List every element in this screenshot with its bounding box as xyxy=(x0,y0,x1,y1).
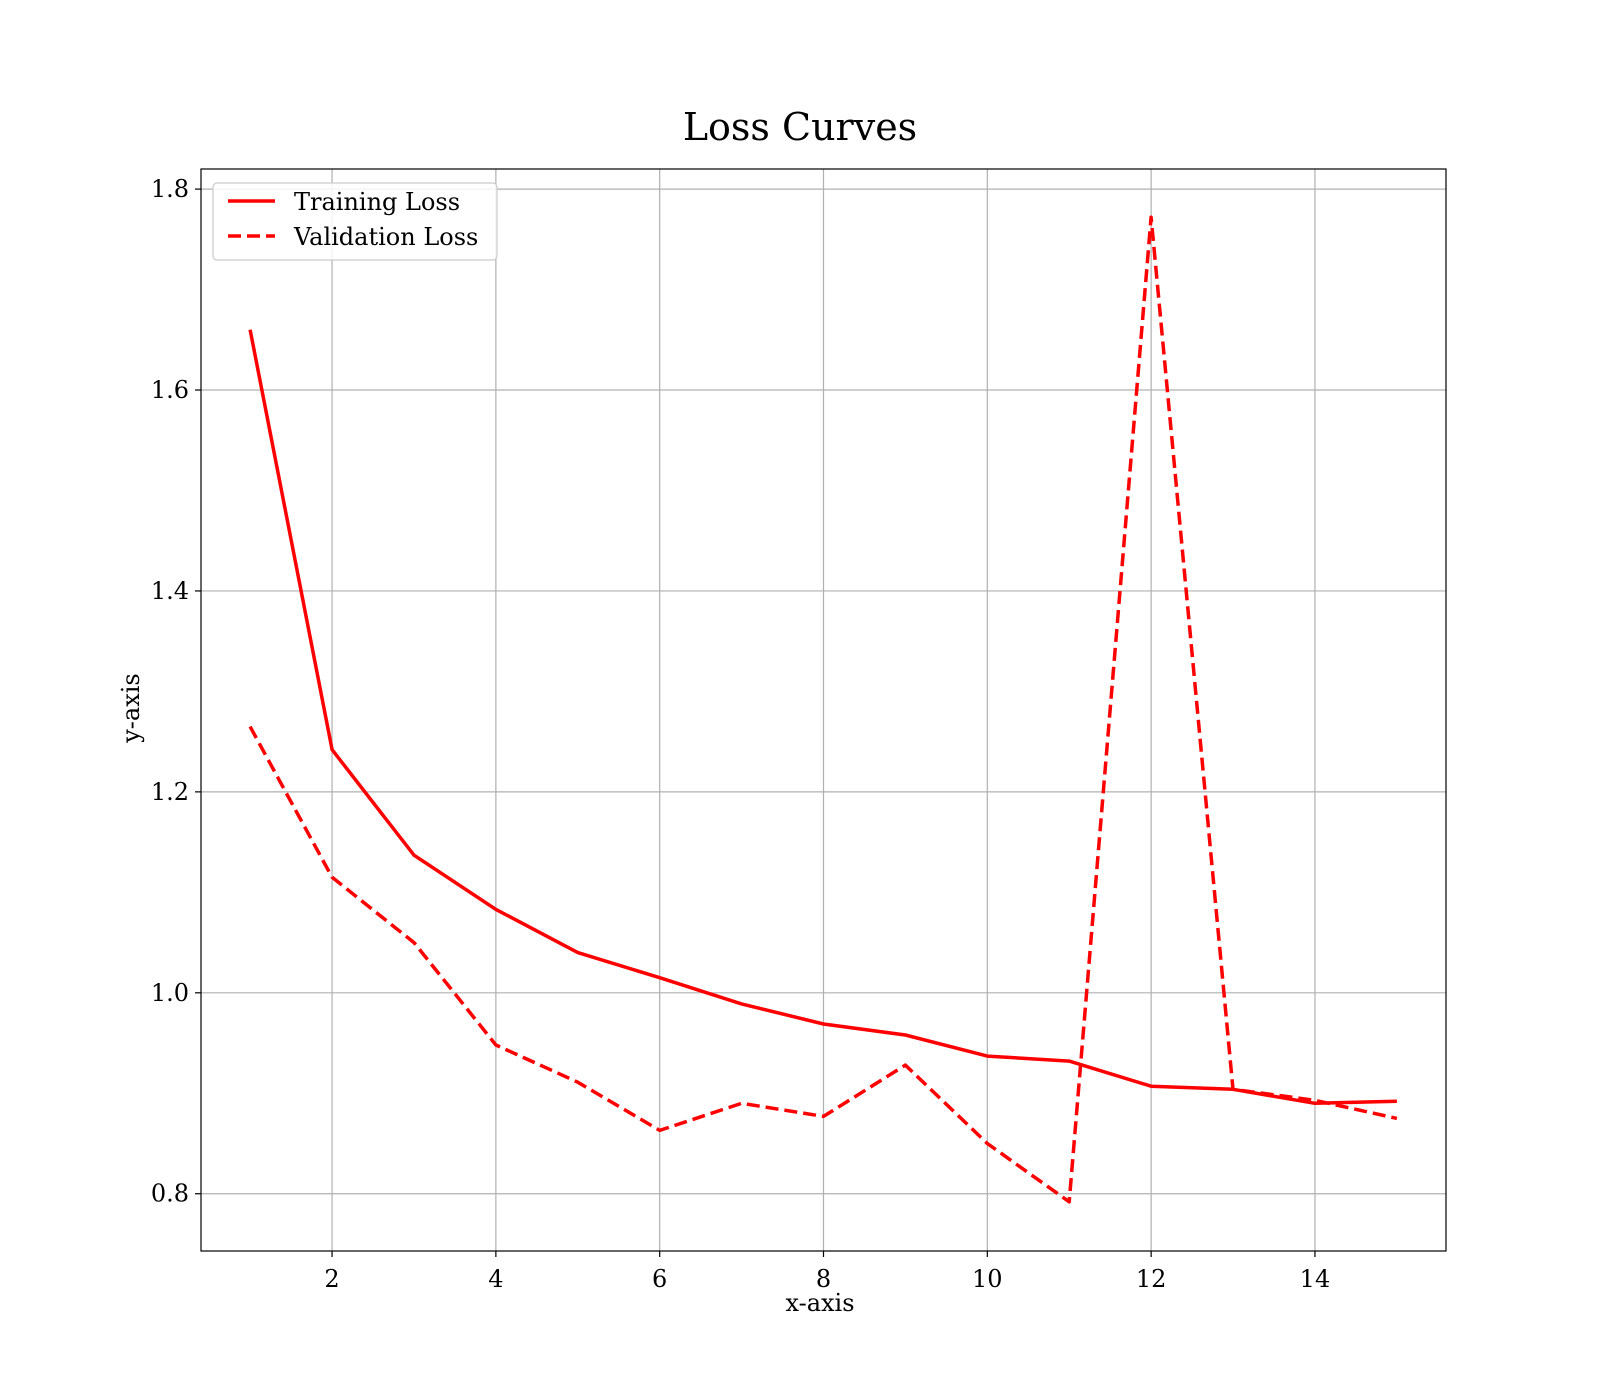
chart-title: Loss Curves xyxy=(683,105,917,149)
grid xyxy=(201,169,1446,1251)
y-tick-label: 1.4 xyxy=(151,577,189,605)
x-tick-label: 6 xyxy=(652,1265,667,1293)
x-axis-label: x-axis xyxy=(785,1289,854,1317)
y-tick-label: 1.2 xyxy=(151,778,189,806)
x-tick-label: 2 xyxy=(324,1265,339,1293)
y-tick-label: 1.8 xyxy=(151,175,189,203)
legend-label-validation: Validation Loss xyxy=(293,223,478,251)
tick-marks xyxy=(195,188,1316,1257)
series-line-validation-loss xyxy=(248,215,1398,1204)
y-tick-label: 0.8 xyxy=(151,1180,189,1208)
y-tick-label: 1.6 xyxy=(151,376,189,404)
legend-label-training: Training Loss xyxy=(294,188,460,216)
x-tick-label: 12 xyxy=(1136,1265,1167,1293)
legend: Training Loss Validation Loss xyxy=(212,182,498,261)
x-tick-label: 10 xyxy=(972,1265,1003,1293)
series-line-training-loss xyxy=(248,329,1397,1106)
y-tick-label: 1.0 xyxy=(151,979,189,1007)
x-tick-label: 8 xyxy=(816,1265,831,1293)
legend-box xyxy=(212,182,498,261)
series-lines xyxy=(248,215,1398,1204)
x-tick-label: 14 xyxy=(1300,1265,1331,1293)
tick-labels: 2 4 6 8 10 12 14 0.8 1.0 1.2 1.4 1.6 1.8 xyxy=(151,175,1330,1293)
x-tick-label: 4 xyxy=(488,1265,503,1293)
y-axis-label: y-axis xyxy=(117,673,145,744)
